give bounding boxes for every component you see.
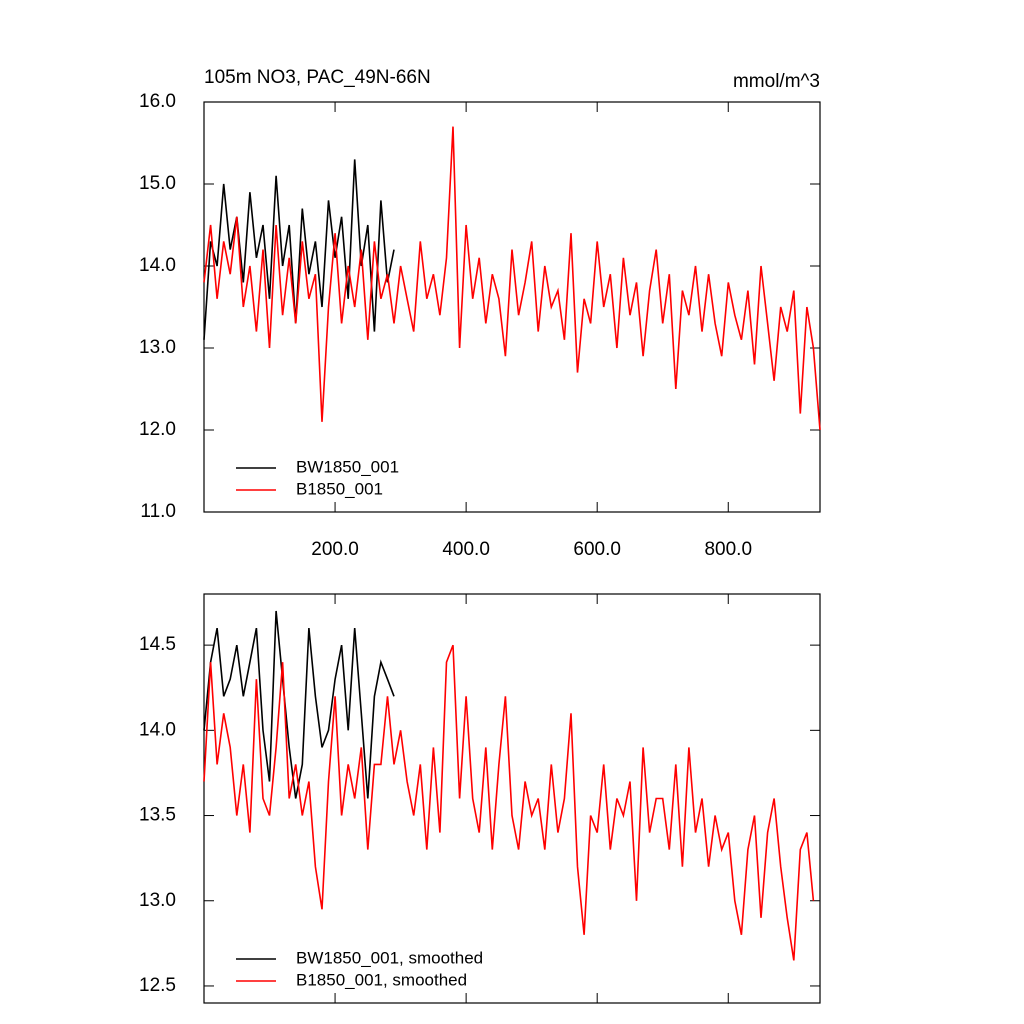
y-tick-label: 13.0 bbox=[139, 337, 176, 358]
series-line bbox=[203, 644, 815, 961]
plot-frame bbox=[203, 593, 821, 1004]
y-tick-label: 11.0 bbox=[140, 501, 176, 522]
units-label: mmol/m^3 bbox=[733, 71, 820, 92]
series-line bbox=[203, 610, 395, 799]
legend-label: BW1850_001, smoothed bbox=[296, 948, 483, 967]
legend-label: BW1850_001 bbox=[296, 457, 399, 476]
y-tick-label: 16.0 bbox=[139, 91, 176, 112]
series-line bbox=[203, 126, 821, 431]
x-tick-label: 400.0 bbox=[442, 539, 490, 560]
y-tick-label: 12.5 bbox=[139, 975, 176, 996]
y-tick-label: 15.0 bbox=[139, 173, 176, 194]
y-tick-label: 14.0 bbox=[139, 255, 176, 276]
x-tick-label: 800.0 bbox=[704, 539, 752, 560]
x-tick-label: 200.0 bbox=[311, 539, 359, 560]
chart-title: 105m NO3, PAC_49N-66N bbox=[204, 67, 431, 88]
x-tick-label: 600.0 bbox=[573, 539, 621, 560]
y-tick-label: 14.0 bbox=[139, 719, 176, 740]
y-tick-label: 13.5 bbox=[139, 805, 176, 826]
legend-label: B1850_001 bbox=[296, 479, 383, 498]
plot-frame bbox=[203, 101, 821, 513]
y-tick-label: 14.5 bbox=[139, 634, 176, 655]
y-tick-label: 12.0 bbox=[139, 419, 176, 440]
legend-label: B1850_001, smoothed bbox=[296, 970, 467, 989]
y-tick-label: 13.0 bbox=[139, 890, 176, 911]
